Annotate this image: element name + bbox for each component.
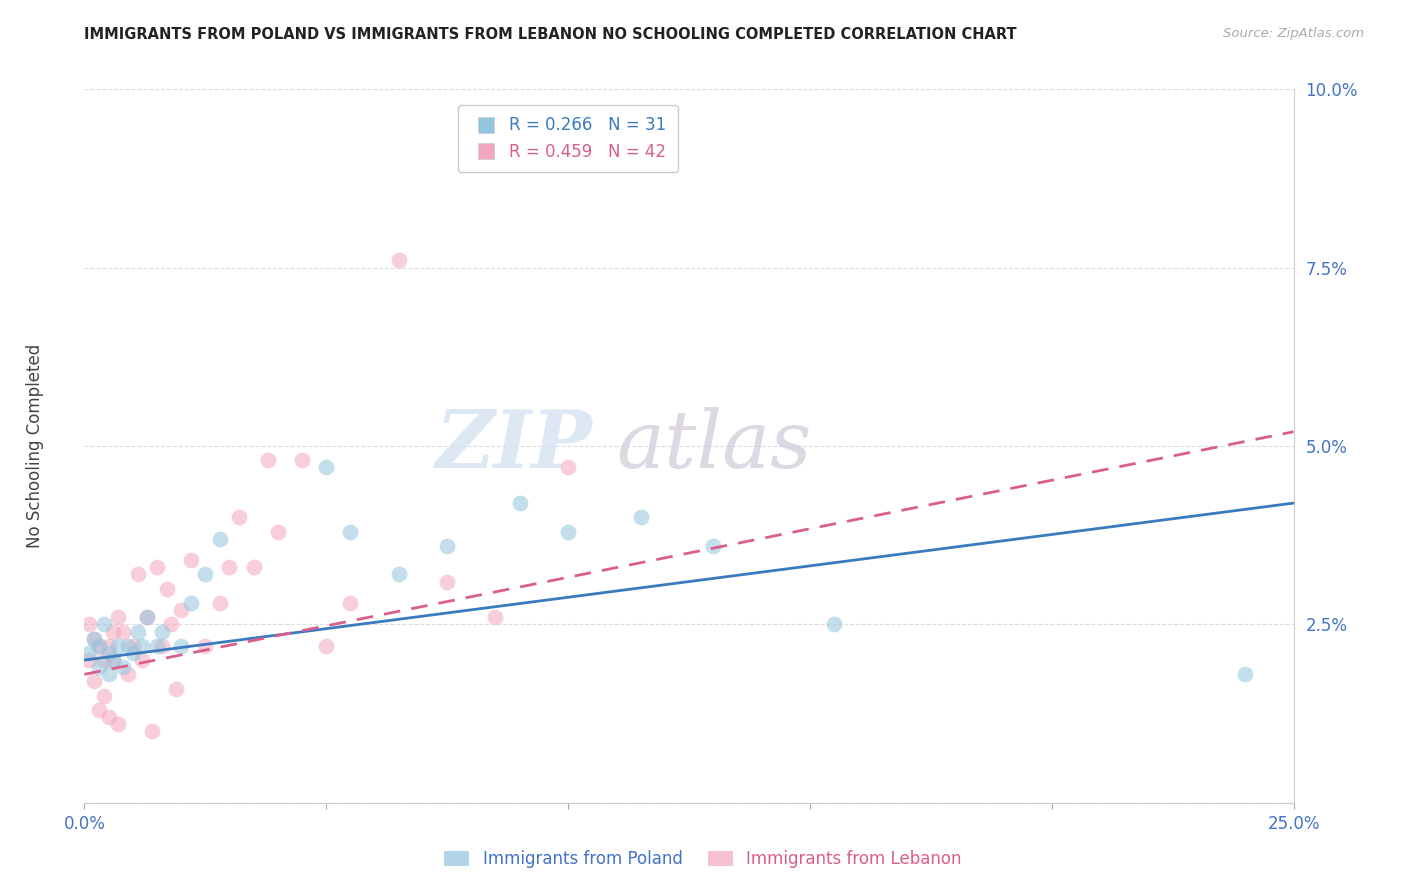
Point	[117, 667, 139, 681]
Point	[83, 632, 105, 646]
Point	[180, 596, 202, 610]
Point	[93, 617, 115, 632]
Point	[509, 496, 531, 510]
Point	[117, 639, 139, 653]
Point	[339, 596, 361, 610]
Point	[121, 646, 143, 660]
Point	[630, 510, 652, 524]
Point	[242, 560, 264, 574]
Point	[150, 624, 173, 639]
Text: ZIP: ZIP	[436, 408, 592, 484]
Point	[1234, 667, 1257, 681]
Point	[436, 574, 458, 589]
Point	[93, 689, 115, 703]
Point	[131, 639, 153, 653]
Point	[83, 632, 105, 646]
Point	[170, 603, 193, 617]
Point	[127, 567, 149, 582]
Point	[208, 596, 231, 610]
Point	[557, 524, 579, 539]
Point	[136, 610, 159, 624]
Point	[388, 253, 411, 268]
Text: IMMIGRANTS FROM POLAND VS IMMIGRANTS FROM LEBANON NO SCHOOLING COMPLETED CORRELA: IMMIGRANTS FROM POLAND VS IMMIGRANTS FRO…	[84, 27, 1017, 42]
Point	[267, 524, 290, 539]
Point	[87, 639, 110, 653]
Point	[87, 639, 110, 653]
Point	[77, 617, 100, 632]
Legend: R = 0.266   N = 31, R = 0.459   N = 42: R = 0.266 N = 31, R = 0.459 N = 42	[458, 104, 678, 172]
Point	[150, 639, 173, 653]
Point	[291, 453, 314, 467]
Text: No Schooling Completed: No Schooling Completed	[27, 344, 44, 548]
Point	[339, 524, 361, 539]
Point	[93, 653, 115, 667]
Point	[136, 610, 159, 624]
Point	[208, 532, 231, 546]
Point	[83, 674, 105, 689]
Point	[103, 653, 125, 667]
Point	[218, 560, 240, 574]
Point	[103, 624, 125, 639]
Point	[97, 639, 120, 653]
Point	[257, 453, 280, 467]
Point	[77, 646, 100, 660]
Point	[131, 653, 153, 667]
Point	[141, 724, 163, 739]
Point	[165, 681, 187, 696]
Point	[180, 553, 202, 567]
Point	[194, 639, 217, 653]
Text: atlas: atlas	[616, 408, 811, 484]
Point	[146, 639, 169, 653]
Point	[823, 617, 845, 632]
Point	[315, 639, 337, 653]
Point	[97, 667, 120, 681]
Point	[160, 617, 183, 632]
Point	[315, 460, 337, 475]
Point	[127, 624, 149, 639]
Point	[388, 567, 411, 582]
Point	[107, 610, 129, 624]
Point	[170, 639, 193, 653]
Point	[107, 639, 129, 653]
Point	[87, 703, 110, 717]
Point	[436, 539, 458, 553]
Point	[121, 639, 143, 653]
Text: Source: ZipAtlas.com: Source: ZipAtlas.com	[1223, 27, 1364, 40]
Point	[77, 653, 100, 667]
Point	[87, 660, 110, 674]
Point	[97, 710, 120, 724]
Point	[97, 646, 120, 660]
Point	[155, 582, 177, 596]
Point	[107, 717, 129, 731]
Point	[112, 660, 135, 674]
Point	[146, 560, 169, 574]
Point	[702, 539, 724, 553]
Point	[557, 460, 579, 475]
Legend: Immigrants from Poland, Immigrants from Lebanon: Immigrants from Poland, Immigrants from …	[437, 844, 969, 875]
Point	[112, 624, 135, 639]
Point	[484, 610, 506, 624]
Point	[228, 510, 250, 524]
Point	[194, 567, 217, 582]
Point	[103, 653, 125, 667]
